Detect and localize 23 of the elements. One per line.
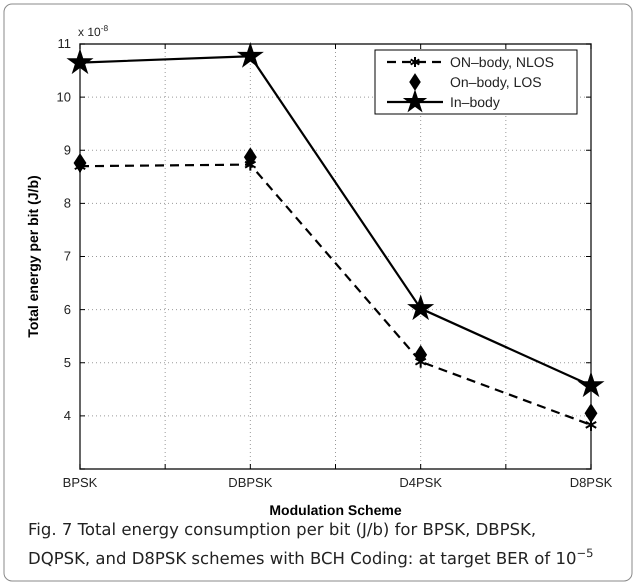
point — [408, 295, 434, 320]
y-axis-title: Total energy per bit (J/b) — [25, 175, 41, 338]
y-tick-label: 10 — [56, 89, 71, 104]
x-tick-label: D8PSK — [570, 475, 613, 490]
x-tick-label: DBPSK — [228, 475, 273, 490]
point — [238, 43, 263, 67]
x-axis-title: Modulation Scheme — [269, 502, 402, 518]
point — [68, 49, 92, 74]
caption: Fig. 7 Total energy consumption per bit (J/b) for BPSK, DBPSK, DQPSK, and D8PSK schemes with BCH Coding: at target BER of 10$^{−5}$ — [28, 520, 594, 568]
point — [578, 372, 604, 396]
y-tick-label: 5 — [64, 354, 71, 370]
y-tick-label: 11 — [58, 36, 71, 52]
y-tick-label: 8 — [64, 196, 71, 211]
y-tick-label: 9 — [64, 142, 71, 158]
legend-label: On–body, LOS — [450, 74, 542, 90]
y-tick-label: 6 — [64, 302, 71, 317]
x-tick-label: D4PSK — [399, 475, 442, 490]
y-tick-label: 7 — [64, 248, 71, 264]
text: x 10$^{-8}$ — [78, 23, 108, 39]
legend-label: ON–body, NLOS — [450, 54, 554, 70]
y-tick-label: 4 — [64, 408, 71, 424]
x-tick-label: BPSK — [62, 475, 98, 490]
legend-label: In–body — [450, 94, 500, 110]
